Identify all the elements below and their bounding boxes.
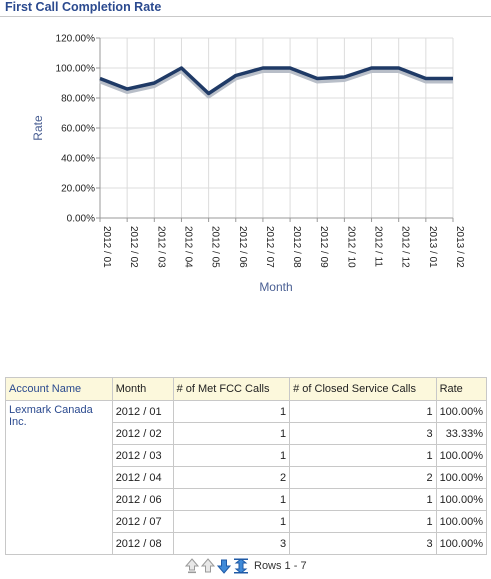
series-lines [99, 66, 453, 99]
all-rows-icon[interactable] [233, 558, 249, 574]
month-cell: 2012 / 08 [111, 532, 174, 555]
table-header-row: Account Name Month # of Met FCC Calls # … [5, 377, 488, 401]
y-tick-label: 40.00% [61, 154, 95, 165]
closed-service-calls-cell: 1 [289, 510, 437, 533]
x-tick-label: 2012 / 12 [400, 226, 411, 268]
closed-service-calls-cell: 3 [289, 532, 437, 555]
rate-cell: 100.00% [435, 532, 488, 555]
report-title: First Call Completion Rate [5, 0, 162, 14]
y-axis-label: Rate [31, 115, 45, 141]
rate-cell: 100.00% [435, 444, 488, 467]
y-tick-label: 120.00% [56, 34, 96, 45]
x-axis-label: Month [259, 280, 292, 294]
rate-cell: 100.00% [435, 466, 488, 489]
x-tick-label: 2012 / 06 [237, 226, 248, 268]
header-rate[interactable]: Rate [435, 377, 488, 401]
y-tick-label: 20.00% [61, 184, 95, 195]
met-fcc-calls-cell: 1 [172, 510, 291, 533]
x-tick-label: 2012 / 10 [345, 226, 356, 268]
closed-service-calls-cell: 2 [289, 466, 437, 489]
rows-range-label: Rows 1 - 7 [254, 560, 307, 572]
met-fcc-calls-cell: 1 [172, 422, 291, 445]
title-divider [0, 16, 491, 17]
series-line-shadow [99, 69, 453, 99]
x-tick-label: 2012 / 07 [264, 226, 275, 268]
met-fcc-calls-cell: 2 [172, 466, 291, 489]
x-tick-label: 2012 / 09 [318, 226, 329, 268]
x-tick-label: 2012 / 05 [210, 226, 221, 268]
chart-grid [96, 37, 454, 222]
x-tick-label: 2012 / 11 [373, 226, 384, 267]
results-table: Account Name Month # of Met FCC Calls # … [5, 377, 488, 555]
closed-service-calls-cell: 3 [289, 422, 437, 445]
first-page-icon[interactable] [185, 558, 199, 574]
header-month[interactable]: Month [111, 377, 174, 401]
y-tick-label: 60.00% [61, 124, 95, 135]
y-tick-labels: 0.00% 20.00% 40.00% 60.00% 80.00% 100.00% 120.… [56, 34, 96, 225]
table-row: Lexmark Canada Inc. 2012 / 01 1 1 100.00% [5, 400, 488, 555]
header-closed-service-calls[interactable]: # of Closed Service Calls [289, 377, 437, 401]
closed-service-calls-cell: 1 [289, 400, 437, 423]
y-tick-label: 0.00% [67, 214, 95, 225]
header-met-fcc-calls[interactable]: # of Met FCC Calls [172, 377, 291, 401]
x-tick-label: 2012 / 03 [155, 226, 166, 268]
previous-page-icon[interactable] [201, 558, 215, 574]
x-tick-label: 2012 / 04 [182, 226, 193, 268]
table-row: 2012 / 06 1 1 100.00% [6, 488, 488, 511]
table-row: 2012 / 08 3 3 100.00% [6, 532, 488, 555]
line-chart: 0.00% 20.00% 40.00% 60.00% 80.00% 100.00% 120.… [31, 34, 465, 295]
table-row: 2012 / 03 1 1 100.00% [6, 444, 488, 467]
met-fcc-calls-cell: 1 [172, 488, 291, 511]
pagination-bar: Rows 1 - 7 [185, 557, 307, 575]
table-row: 2012 / 02 1 3 33.33% [6, 422, 488, 445]
header-account-name[interactable]: Account Name [5, 377, 113, 401]
series-line [99, 66, 453, 96]
closed-service-calls-cell: 1 [289, 444, 437, 467]
next-page-icon[interactable] [217, 558, 231, 574]
month-cell: 2012 / 01 [111, 400, 174, 423]
x-tick-labels: 2012 / 01 2012 / 02 2012 / 03 2012 / 04 2012… [101, 226, 465, 268]
month-cell: 2012 / 06 [111, 488, 174, 511]
table-row: 2012 / 04 2 2 100.00% [6, 466, 488, 489]
x-tick-label: 2013 / 01 [427, 226, 438, 268]
met-fcc-calls-cell: 1 [172, 444, 291, 467]
table-row: 2012 / 07 1 1 100.00% [6, 510, 488, 533]
rate-cell: 33.33% [435, 422, 488, 445]
account-name-cell[interactable]: Lexmark Canada Inc. [5, 400, 113, 555]
month-cell: 2012 / 03 [111, 444, 174, 467]
x-tick-label: 2012 / 02 [128, 226, 139, 268]
x-tick-label: 2012 / 01 [101, 226, 112, 268]
met-fcc-calls-cell: 3 [172, 532, 291, 555]
month-cell: 2012 / 02 [111, 422, 174, 445]
rate-cell: 100.00% [435, 400, 488, 423]
month-cell: 2012 / 07 [111, 510, 174, 533]
closed-service-calls-cell: 1 [289, 488, 437, 511]
met-fcc-calls-cell: 1 [172, 400, 291, 423]
y-tick-label: 100.00% [56, 64, 96, 75]
y-tick-label: 80.00% [61, 94, 95, 105]
x-tick-label: 2012 / 08 [291, 226, 302, 268]
month-cell: 2012 / 04 [111, 466, 174, 489]
rate-cell: 100.00% [435, 488, 488, 511]
rate-cell: 100.00% [435, 510, 488, 533]
x-tick-label: 2013 / 02 [454, 226, 465, 268]
